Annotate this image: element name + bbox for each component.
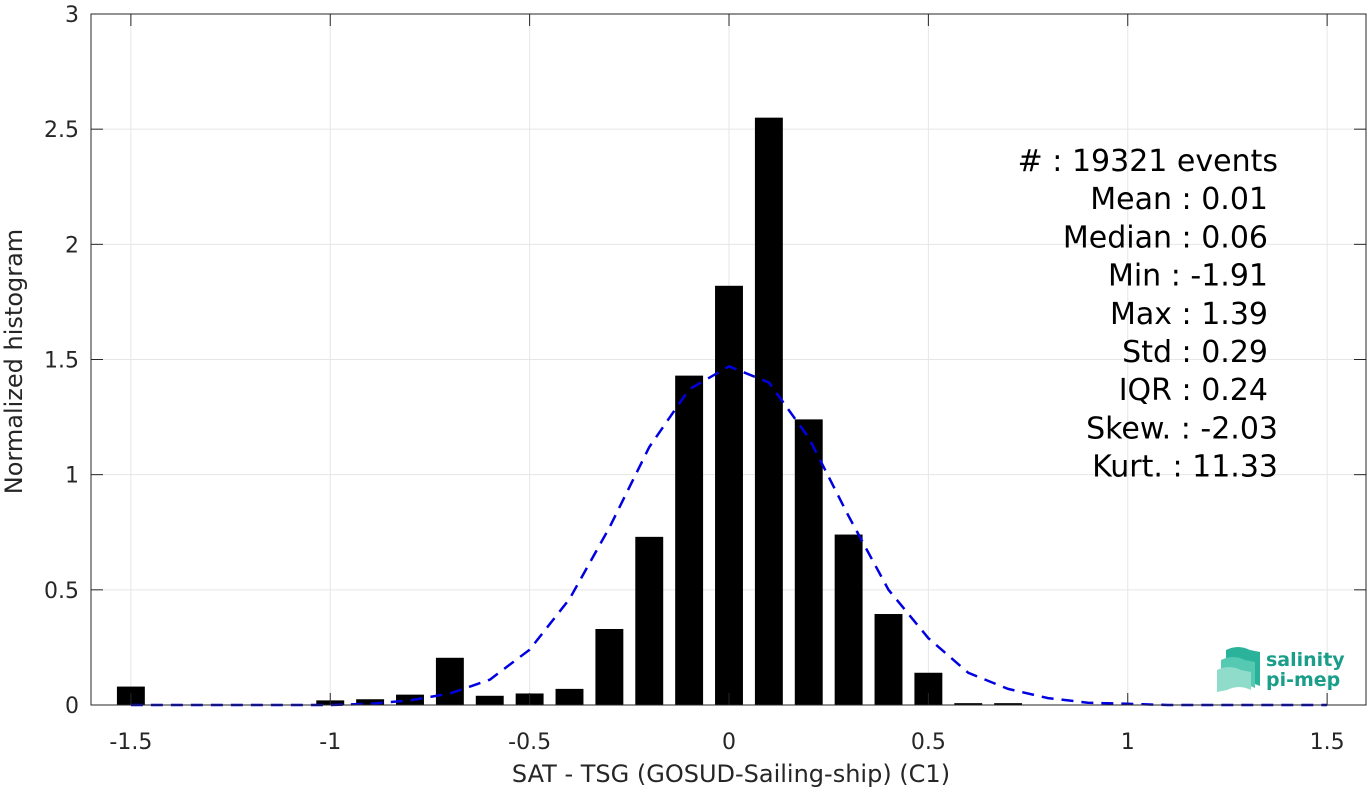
x-tick-label: 0.5 [911,730,946,755]
histogram-bar [555,688,584,705]
x-tick-label: 0 [722,730,736,755]
stat-line: Std : 0.29 [1122,335,1268,370]
x-tick-label: 1.5 [1310,730,1345,755]
stat-line: IQR : 0.24 [1119,373,1268,408]
logo-wave-icon [1217,647,1260,692]
stat-line: # : 19321 events [1018,144,1278,179]
y-tick-label: 0 [65,694,79,719]
y-axis-label: Normalized histogram [0,229,28,494]
histogram-bar [675,375,704,705]
stat-line: Median : 0.06 [1063,220,1268,255]
logo-line-1: salinity [1266,649,1345,671]
histogram-bar [715,285,743,705]
x-tick-label: -0.5 [508,730,551,755]
histogram-bars [116,117,1142,706]
histogram-bar [794,419,823,705]
stat-line: Max : 1.39 [1110,297,1268,332]
x-tick-label: -1.5 [109,730,152,755]
histogram-bar [595,628,624,705]
stat-line: Mean : 0.01 [1090,182,1268,217]
histogram-bar [435,657,464,705]
y-tick-label: 0.5 [44,579,79,604]
y-tick-label: 1.5 [44,349,79,374]
histogram-bar [396,694,424,705]
y-tick-label: 3 [65,3,79,28]
histogram-bar [635,536,664,705]
y-tick-labels: 0 0.5 1 1.5 2 2.5 3 [44,3,79,719]
histogram-bar [356,699,385,705]
histogram-bar [834,534,863,705]
axis-ticks [91,13,1366,706]
x-tick-label: 1 [1121,730,1135,755]
salinity-pimep-logo: salinity pi-mep [1217,647,1345,692]
histogram-bar [874,614,903,705]
y-tick-label: 2.5 [44,118,79,143]
x-axis-label: SAT - TSG (GOSUD-Sailing-ship) (C1) [512,760,950,787]
stat-line: Kurt. : 11.33 [1092,450,1278,485]
stat-line: Min : -1.91 [1108,259,1268,294]
histogram-bar [754,117,783,705]
histogram-bar [994,703,1023,705]
logo-line-2: pi-mep [1266,669,1340,691]
histogram-bar [475,695,504,705]
y-tick-label: 1 [65,464,79,489]
x-tick-labels: -1.5 -1 -0.5 0 0.5 1 1.5 [109,730,1344,755]
y-tick-label: 2 [65,233,79,258]
x-tick-label: -1 [319,730,341,755]
stat-line: Skew. : -2.03 [1086,411,1278,446]
histogram-bar [954,703,983,705]
